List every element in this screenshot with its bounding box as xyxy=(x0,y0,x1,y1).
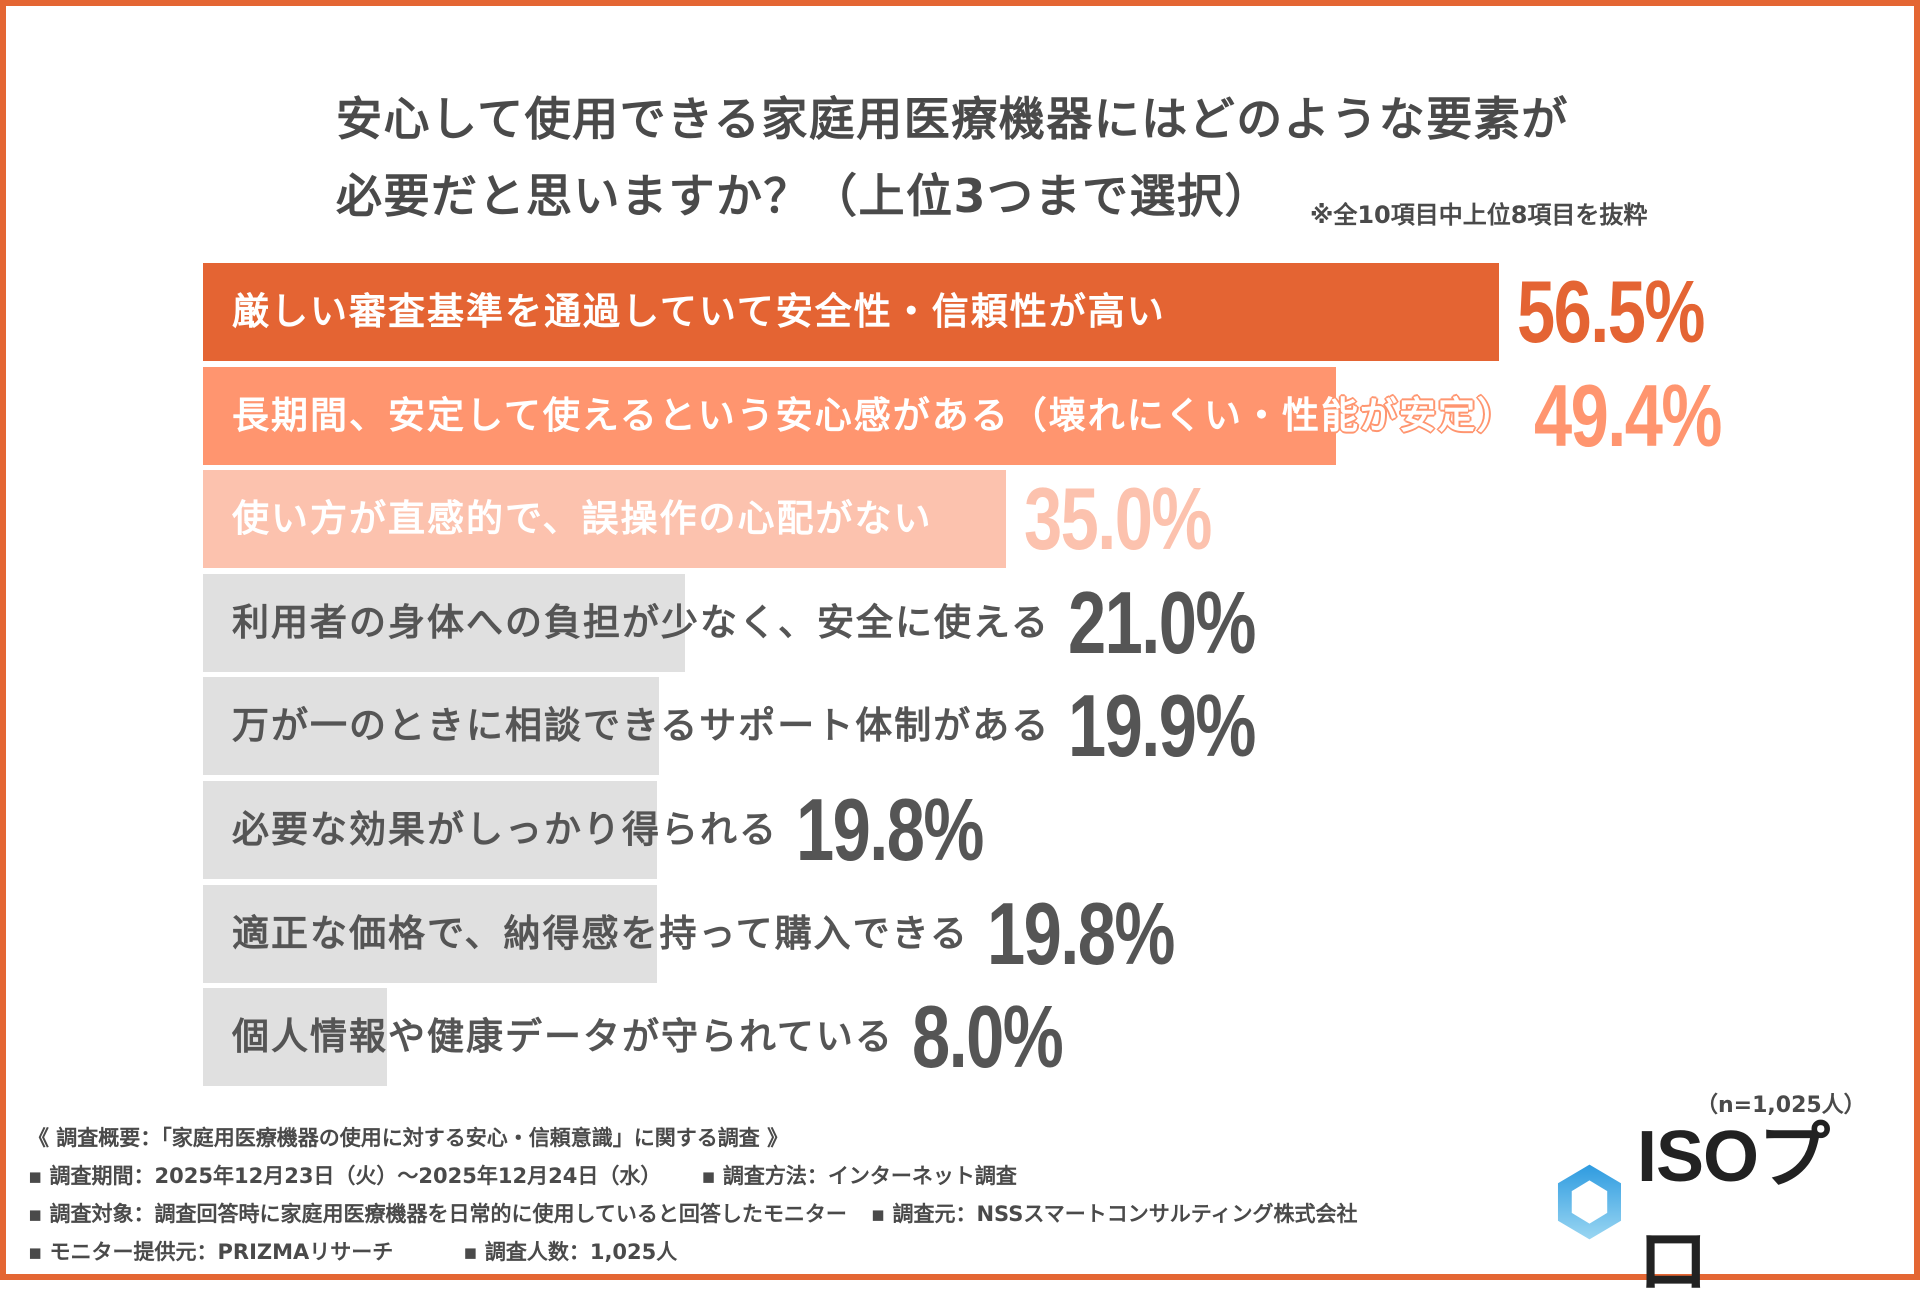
bar xyxy=(203,884,658,983)
bar xyxy=(203,781,658,879)
value-label: 8.0% xyxy=(911,987,1064,1087)
survey-count: ▪ 調査人数：1,025人 xyxy=(463,1240,678,1264)
bar-chart: 厳しい審査基準を通過していて安全性・信頼性が高い 56.5% 長期間、安定して使える… xyxy=(203,262,1722,1087)
bar-label: 厳しい審査基準を通過していて安全性・信頼性が高い xyxy=(232,290,1166,333)
survey-provider: ▪ モニター提供元：PRIZMAリサーチ xyxy=(28,1240,394,1264)
value-label: 56.5% xyxy=(1517,262,1705,361)
survey-line-3: ▪ モニター提供元：PRIZMAリサーチ ▪ 調査人数：1,025人 xyxy=(28,1236,677,1266)
bar-label: 使い方が直感的で、誤操作の心配がない xyxy=(232,497,933,541)
value-label: 21.0% xyxy=(1067,572,1256,672)
chart-title-line1: 安心して使用できる家庭用医療機器にはどのような要素が xyxy=(336,92,1569,146)
survey-method: ▪ 調査方法：インターネット調査 xyxy=(701,1164,1017,1188)
chart-note: ※全10項目中上位8項目を抜粋 xyxy=(1310,201,1648,229)
bar-label: 必要な効果がしっかり得られる xyxy=(232,808,778,851)
survey-source: ▪ 調査元：NSSスマートコンサルティング株式会社 xyxy=(870,1202,1358,1226)
bar-label: 万が一のときに相談できるサポート体制がある xyxy=(232,704,1051,748)
survey-line-1: ▪ 調査期間：2025年12月23日（火）～2025年12月24日（水） ▪ 調査… xyxy=(28,1160,1017,1190)
hexagon-icon xyxy=(1557,1164,1621,1240)
sample-size: （n=1,025人） xyxy=(1696,1093,1866,1118)
bar xyxy=(203,988,387,1087)
survey-line-2: ▪ 調査対象：調査回答時に家庭用医療機器を日常的に使用していると回答したモニター… xyxy=(28,1198,1357,1228)
bar-label: 長期間、安定して使えるという安心感がある（壊れにくい・性能が安定） xyxy=(232,393,1517,437)
chart-title-line2: 必要だと思いますか？（上位3つまで選択） xyxy=(336,169,1273,223)
value-label: 19.8% xyxy=(796,780,984,879)
survey-period: ▪ 調査期間：2025年12月23日（火）～2025年12月24日（水） xyxy=(28,1164,662,1188)
bar xyxy=(203,263,1499,361)
bar-label: 適正な価格で、納得感を持って購入できる xyxy=(232,911,969,955)
bar xyxy=(203,366,1337,465)
bar-label: 個人情報や健康データが守られている xyxy=(232,1015,894,1059)
bar xyxy=(203,677,660,776)
bar-label: 利用者の身体への負担が少なく、安全に使える xyxy=(232,600,1050,644)
bar xyxy=(203,470,1006,569)
logo-text: ISOプロ xyxy=(1636,1117,1830,1302)
survey-heading: 《 調査概要：「家庭用医療機器の使用に対する安心・信頼意識」に関する調査 》 xyxy=(28,1126,789,1150)
value-label: 35.0% xyxy=(1023,469,1212,569)
bar xyxy=(203,573,685,672)
logo: ISOプロ xyxy=(1556,1117,1896,1302)
value-label: 19.8% xyxy=(986,883,1175,983)
value-label: 19.9% xyxy=(1068,676,1256,776)
value-label: 49.4% xyxy=(1534,365,1722,465)
survey-target: ▪ 調査対象：調査回答時に家庭用医療機器を日常的に使用していると回答したモニター xyxy=(28,1202,847,1226)
